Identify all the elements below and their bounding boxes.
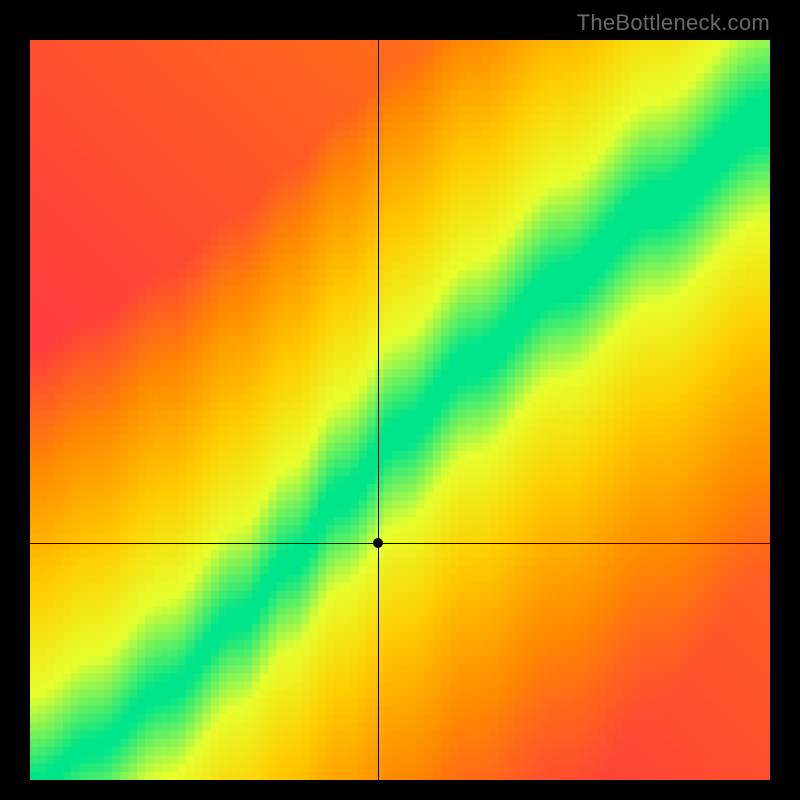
watermark-text: TheBottleneck.com (577, 10, 770, 36)
heatmap-plot (30, 40, 770, 780)
crosshair-horizontal (30, 543, 770, 544)
crosshair-vertical (378, 40, 379, 780)
heatmap-canvas (30, 40, 770, 780)
data-point-marker (373, 538, 383, 548)
